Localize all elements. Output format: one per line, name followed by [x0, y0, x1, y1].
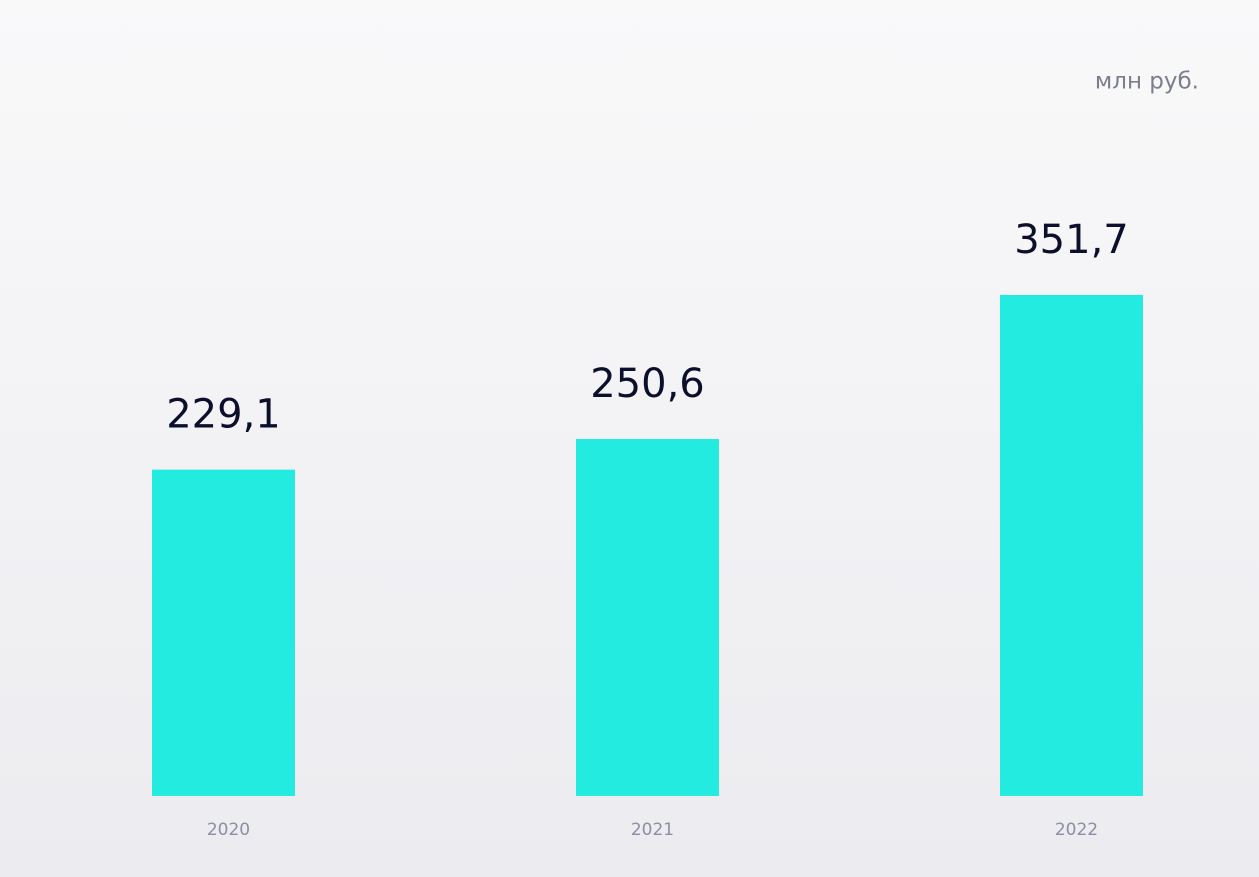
x-tick-label: 2021 [631, 820, 674, 840]
value-label: 229,1 [166, 392, 281, 438]
x-tick-label: 2022 [1055, 820, 1098, 840]
bar [152, 469, 295, 796]
value-label: 351,7 [1014, 217, 1129, 263]
value-label: 250,6 [590, 361, 705, 407]
bar [576, 439, 719, 796]
unit-label: млн руб. [1095, 69, 1199, 95]
bar [1000, 295, 1143, 796]
x-tick-label: 2020 [207, 820, 250, 840]
